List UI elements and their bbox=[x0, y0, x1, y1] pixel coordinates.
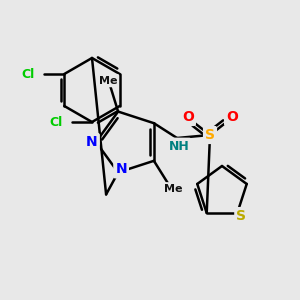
Text: N: N bbox=[115, 162, 127, 176]
Text: S: S bbox=[236, 209, 246, 223]
Text: Cl: Cl bbox=[50, 116, 63, 128]
Text: S: S bbox=[205, 128, 215, 142]
Text: Me: Me bbox=[99, 76, 117, 85]
Text: N: N bbox=[86, 135, 98, 149]
Text: O: O bbox=[182, 110, 194, 124]
Text: NH: NH bbox=[169, 140, 189, 152]
Text: Me: Me bbox=[164, 184, 182, 194]
Text: Cl: Cl bbox=[22, 68, 35, 80]
Text: O: O bbox=[226, 110, 238, 124]
